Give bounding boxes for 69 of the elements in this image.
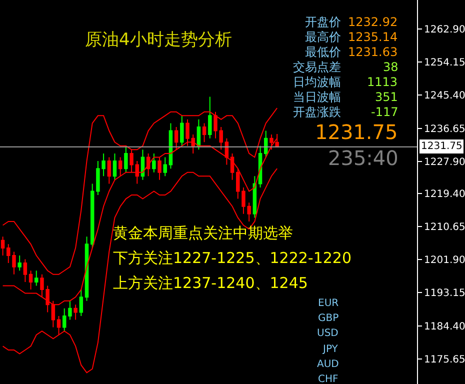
y-tick-label: 1219.40: [424, 189, 465, 200]
candlestick: [18, 255, 22, 272]
candlestick: [68, 300, 72, 320]
text: 开盘涨跌: [293, 105, 341, 119]
candlestick: [74, 304, 78, 320]
text: EUR: [318, 298, 339, 309]
candlestick: [112, 152, 117, 180]
candlestick: [118, 156, 122, 177]
candlestick: [135, 160, 140, 184]
text: 当日波幅: [293, 90, 341, 104]
candlestick: [180, 115, 184, 146]
candlestick: [56, 315, 61, 336]
candlestick: [23, 258, 28, 282]
text: 最高价: [305, 30, 341, 44]
candlestick: [202, 122, 206, 143]
y-tick-label: 1236.65: [424, 124, 465, 135]
text: 交易点差: [293, 60, 341, 74]
text: 日均波幅: [293, 75, 341, 89]
candlestick: [90, 183, 94, 248]
text: 1231.63: [348, 45, 398, 59]
text: -117: [371, 105, 398, 119]
annotation: 下方关注1227-1225、1222-1220: [113, 249, 352, 267]
text: 1113: [367, 75, 398, 89]
candlestick: [264, 130, 268, 158]
candlestick: [158, 156, 162, 180]
text: 235:40: [328, 146, 398, 170]
candlestick: [62, 308, 66, 332]
ref-line-label: 1231.75: [421, 141, 462, 152]
text: 最低价: [305, 45, 341, 59]
text: CHF: [318, 374, 338, 384]
candlestick: [79, 289, 84, 316]
candlestick: [168, 122, 173, 170]
annotation: 上方关注1237-1240、1245: [113, 274, 308, 292]
candlestick: [130, 149, 134, 173]
y-tick-label: 1193.15: [424, 288, 465, 300]
text: 1235.14: [348, 30, 398, 44]
y-tick-label: 1262.90: [424, 24, 465, 36]
y-tick-label: 1201.90: [424, 255, 465, 266]
candlestick: [124, 145, 128, 173]
candlestick: [84, 236, 89, 302]
candlestick: [28, 270, 33, 290]
candlestick: [146, 152, 150, 177]
candlestick: [152, 152, 156, 173]
candlestick: [34, 270, 38, 286]
annotation: 黄金本周重点关注中期选举: [113, 224, 293, 242]
text: 开盘价: [305, 15, 341, 29]
text: GBP: [318, 313, 339, 324]
y-tick-label: 1245.40: [424, 90, 465, 102]
candlestick: [252, 176, 257, 218]
text: JPY: [322, 344, 339, 355]
candlestick: [208, 96, 212, 139]
candlestick: [196, 118, 201, 150]
candlestick: [230, 152, 234, 180]
y-tick-label: 1227.90: [424, 156, 465, 168]
text: 351: [375, 90, 398, 104]
y-tick-label: 1175.65: [424, 354, 465, 366]
candlestick: [140, 149, 145, 180]
annotation: 原油4小时走势分析: [85, 30, 232, 50]
candlestick: [0, 236, 5, 256]
y-tick-label: 1210.65: [424, 222, 465, 234]
text: 1231.75: [315, 120, 398, 144]
y-tick-label: 1254.15: [424, 58, 465, 69]
candlestick: [163, 156, 167, 177]
text: 38: [383, 60, 398, 74]
text: 1232.92: [348, 15, 398, 29]
candlestick: [107, 156, 112, 184]
y-tick-label: 1184.40: [424, 321, 465, 332]
text: USD: [317, 328, 339, 339]
text: AUD: [317, 359, 340, 370]
